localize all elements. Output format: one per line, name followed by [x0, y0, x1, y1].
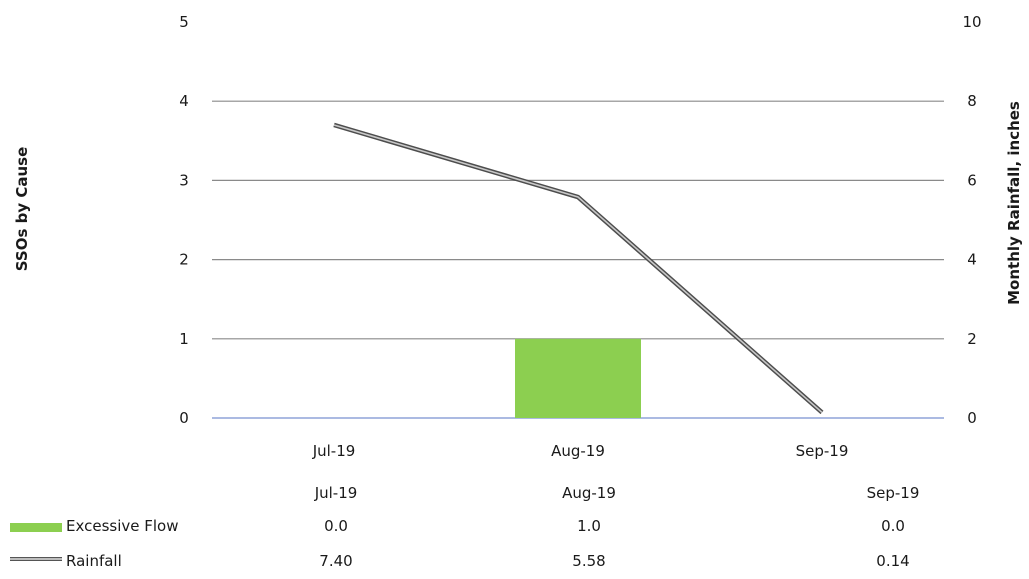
excessive-flow-swatch	[10, 523, 62, 532]
right-tick-label: 8	[967, 92, 977, 110]
excessive-flow-sep: 0.0	[881, 517, 905, 535]
right-tick-label: 4	[967, 251, 977, 269]
gridlines	[212, 100, 944, 340]
left-axis-title: SSOs by Cause	[13, 147, 31, 271]
left-tick-label: 2	[179, 251, 189, 269]
bar-series	[515, 338, 641, 418]
x-tick-label: Sep-19	[796, 442, 849, 460]
right-axis-ticks: 0 2 4 6 8 10	[962, 13, 981, 427]
rainfall-sep: 0.14	[876, 552, 910, 570]
rainfall-aug: 5.58	[572, 552, 606, 570]
right-axis-title: Monthly Rainfall, inches	[1005, 101, 1023, 305]
left-axis-ticks: 0 1 2 3 4 5	[179, 13, 189, 427]
table-header-sep: Sep-19	[866, 484, 920, 502]
right-tick-label: 10	[962, 13, 981, 31]
rainfall-line	[333, 124, 823, 414]
excessive-flow-aug: 1.0	[577, 517, 601, 535]
right-tick-label: 6	[967, 171, 977, 189]
table-header-aug: Aug-19	[562, 484, 616, 502]
bar-excessive-flow-aug-19	[515, 338, 641, 418]
left-tick-label: 0	[179, 409, 189, 427]
chart: 0 1 2 3 4 5 0 2 4 6 8 10 Jul-19 Aug-19 Sep-19 SSOs b…	[13, 13, 1023, 460]
left-tick-label: 5	[179, 13, 189, 31]
table-header-jul: Jul-19	[314, 484, 358, 502]
x-tick-label: Aug-19	[551, 442, 605, 460]
left-tick-label: 3	[179, 171, 189, 189]
excessive-flow-jul: 0.0	[324, 517, 348, 535]
x-axis-ticks: Jul-19 Aug-19 Sep-19	[312, 442, 849, 460]
rainfall-jul: 7.40	[319, 552, 353, 570]
excessive-flow-label: Excessive Flow	[66, 517, 179, 535]
line-series	[333, 122, 824, 415]
right-tick-label: 2	[967, 330, 977, 348]
rainfall-swatch	[10, 557, 62, 561]
right-tick-label: 0	[967, 409, 977, 427]
x-tick-label: Jul-19	[312, 442, 356, 460]
left-tick-label: 1	[179, 330, 189, 348]
rainfall-label: Rainfall	[66, 552, 122, 570]
left-tick-label: 4	[179, 92, 189, 110]
